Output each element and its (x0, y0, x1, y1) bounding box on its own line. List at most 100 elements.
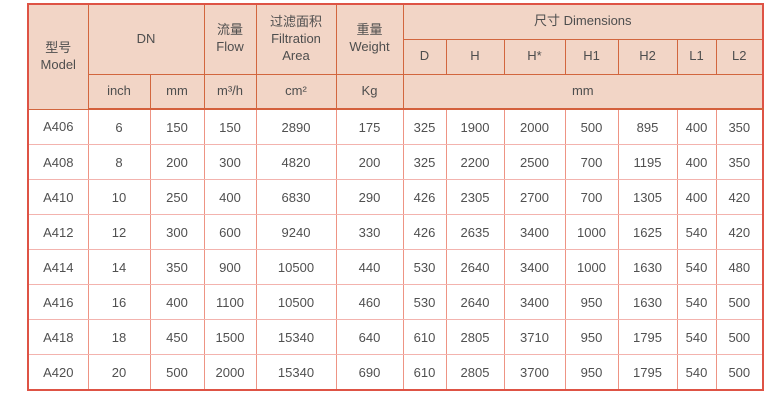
value-cell: 1630 (617, 249, 678, 285)
value-cell: 2805 (445, 354, 505, 391)
table-row: A418 18 450 1500 15340 640 610 2805 3710 950 1795 5… (27, 319, 764, 355)
table-row: A408 8 200 300 4820 200 325 2200 2500 700 1195 400 3… (27, 144, 764, 180)
value-cell: 2640 (445, 249, 505, 285)
value-cell: 2000 (503, 108, 566, 145)
table-row: A410 10 250 400 6830 290 426 2305 2700 700 1305 400… (27, 179, 764, 215)
header-filtration-area: 过滤面积 Filtration Area (255, 3, 337, 75)
value-cell: 426 (402, 214, 447, 250)
value-cell: 460 (335, 284, 404, 320)
value-cell: 6 (87, 108, 151, 145)
value-cell: 2890 (255, 108, 337, 145)
value-cell: 2200 (445, 144, 505, 180)
header-dim-h2: H2 (617, 38, 678, 75)
header-dim-l2: L2 (715, 38, 764, 75)
value-cell: 200 (335, 144, 404, 180)
header-dim-d: D (402, 38, 447, 75)
value-cell: 700 (564, 179, 619, 215)
header-dim-h: H (445, 38, 505, 75)
value-cell: 18 (87, 319, 151, 355)
value-cell: 700 (564, 144, 619, 180)
value-cell: 6830 (255, 179, 337, 215)
header-model: 型号 Model (27, 3, 89, 110)
value-cell: 950 (564, 319, 619, 355)
value-cell: 350 (149, 249, 205, 285)
table-header: 型号 Model DN 流量 Flow 过滤面积 Filtration Area… (27, 3, 764, 110)
model-cell: A406 (27, 108, 89, 145)
value-cell: 610 (402, 319, 447, 355)
header-dim-hstar: H* (503, 38, 566, 75)
value-cell: 250 (149, 179, 205, 215)
header-flow: 流量 Flow (203, 3, 257, 75)
table-row: A420 20 500 2000 15340 690 610 2805 3700 950 1795 5… (27, 354, 764, 391)
table-row: A406 6 150 150 2890 175 325 1900 2000 500 895 400 35… (27, 108, 764, 145)
value-cell: 610 (402, 354, 447, 391)
value-cell: 2500 (503, 144, 566, 180)
value-cell: 400 (676, 108, 717, 145)
value-cell: 15340 (255, 319, 337, 355)
value-cell: 500 (715, 354, 764, 391)
value-cell: 3400 (503, 214, 566, 250)
value-cell: 9240 (255, 214, 337, 250)
value-cell: 3710 (503, 319, 566, 355)
value-cell: 10500 (255, 284, 337, 320)
value-cell: 3400 (503, 249, 566, 285)
value-cell: 400 (203, 179, 257, 215)
value-cell: 12 (87, 214, 151, 250)
value-cell: 2700 (503, 179, 566, 215)
unit-area: cm² (255, 73, 337, 110)
value-cell: 900 (203, 249, 257, 285)
value-cell: 175 (335, 108, 404, 145)
unit-mm: mm (149, 73, 205, 110)
value-cell: 530 (402, 284, 447, 320)
table-body: A406 6 150 150 2890 175 325 1900 2000 500 895 400 35… (27, 108, 764, 391)
value-cell: 350 (715, 108, 764, 145)
header-dim-l1: L1 (676, 38, 717, 75)
model-cell: A408 (27, 144, 89, 180)
value-cell: 2805 (445, 319, 505, 355)
value-cell: 600 (203, 214, 257, 250)
value-cell: 16 (87, 284, 151, 320)
value-cell: 3400 (503, 284, 566, 320)
model-cell: A412 (27, 214, 89, 250)
value-cell: 440 (335, 249, 404, 285)
value-cell: 690 (335, 354, 404, 391)
value-cell: 540 (676, 249, 717, 285)
table-row: A412 12 300 600 9240 330 426 2635 3400 1000 1625 54… (27, 214, 764, 250)
model-cell: A420 (27, 354, 89, 391)
model-cell: A416 (27, 284, 89, 320)
value-cell: 400 (676, 179, 717, 215)
value-cell: 290 (335, 179, 404, 215)
value-cell: 950 (564, 284, 619, 320)
value-cell: 1500 (203, 319, 257, 355)
table-row: A416 16 400 1100 10500 460 530 2640 3400 950 1630 5… (27, 284, 764, 320)
value-cell: 1195 (617, 144, 678, 180)
value-cell: 10 (87, 179, 151, 215)
header-dim-h1: H1 (564, 38, 619, 75)
value-cell: 8 (87, 144, 151, 180)
value-cell: 950 (564, 354, 619, 391)
value-cell: 1630 (617, 284, 678, 320)
model-cell: A414 (27, 249, 89, 285)
value-cell: 640 (335, 319, 404, 355)
header-weight: 重量 Weight (335, 3, 404, 75)
header-dn: DN (87, 3, 205, 75)
value-cell: 2305 (445, 179, 505, 215)
header-row-2: D H H* H1 H2 L1 L2 (28, 38, 764, 75)
value-cell: 330 (335, 214, 404, 250)
value-cell: 2635 (445, 214, 505, 250)
value-cell: 1305 (617, 179, 678, 215)
value-cell: 540 (676, 284, 717, 320)
value-cell: 150 (149, 108, 205, 145)
value-cell: 420 (715, 214, 764, 250)
value-cell: 530 (402, 249, 447, 285)
value-cell: 2640 (445, 284, 505, 320)
value-cell: 540 (676, 214, 717, 250)
value-cell: 450 (149, 319, 205, 355)
value-cell: 1000 (564, 249, 619, 285)
value-cell: 1900 (445, 108, 505, 145)
value-cell: 400 (676, 144, 717, 180)
value-cell: 150 (203, 108, 257, 145)
value-cell: 14 (87, 249, 151, 285)
spec-table: 型号 Model DN 流量 Flow 过滤面积 Filtration Area… (27, 3, 765, 391)
table-row: A414 14 350 900 10500 440 530 2640 3400 1000 1630 5… (27, 249, 764, 285)
